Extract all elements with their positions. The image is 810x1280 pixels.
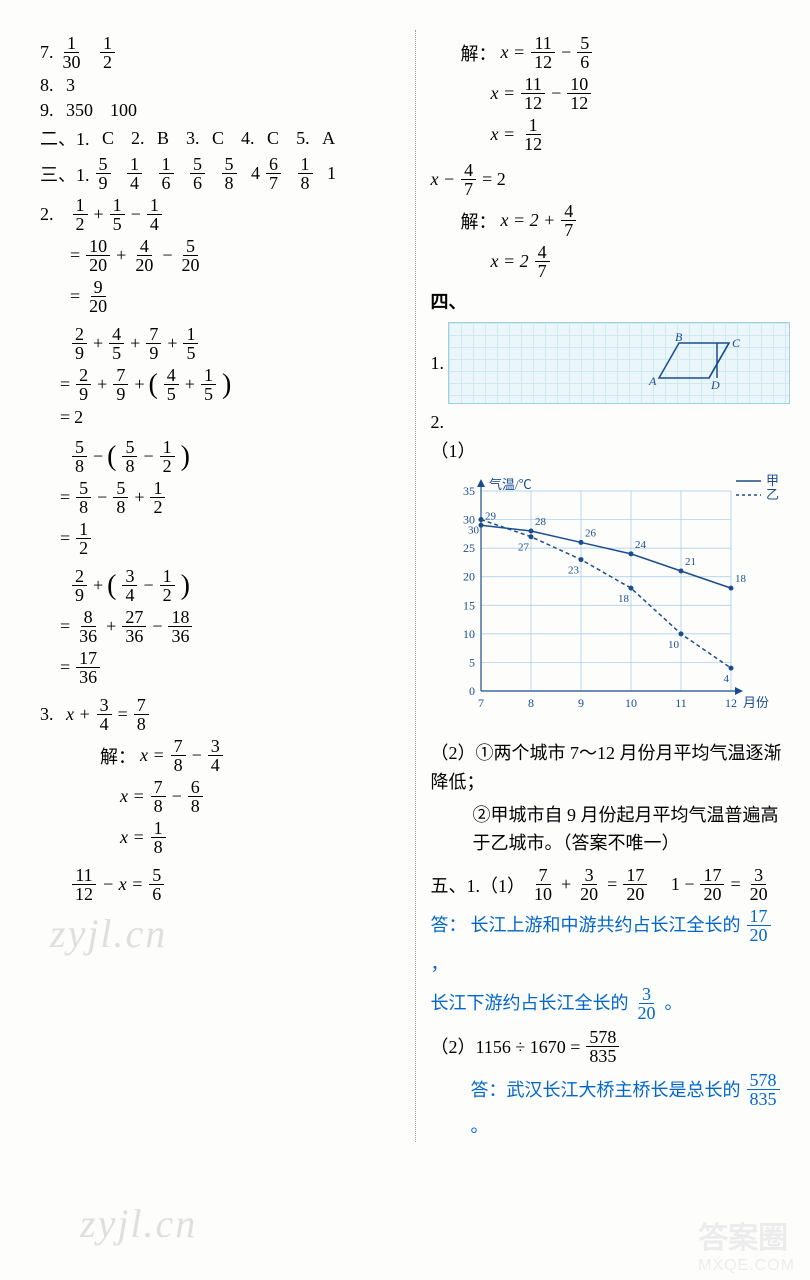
s5-2: （2）1156 ÷ 1670 = 578835 [431,1028,791,1065]
label: 7. [40,42,54,63]
svg-text:7: 7 [478,696,484,710]
svg-text:10: 10 [668,639,680,651]
p2b-step1: = 29 + 79 + ( 45 + 15 ) [60,366,400,403]
q4-2-1: （1） 05101520253035789101112气温/℃月份甲乙29282… [431,437,791,735]
section-5: 五、1.（1） 710 + 320 = 1720 1 − 1720 = 320 [431,866,791,903]
watermark-1: zyjl.cn [50,910,167,957]
p2d-step2: = 1736 [60,649,400,686]
q2-2b: ②甲城市自 9 月份起月平均气温普遍高于乙城市。（答案不唯一） [473,801,791,859]
svg-text:30: 30 [468,525,480,537]
svg-text:20: 20 [463,570,475,584]
problem-3: 3. x + 34 = 78 [40,696,400,733]
p2d: 29 + ( 34 − 12 ) [70,567,400,604]
q4-1: 1. A B C D [431,318,791,408]
svg-text:24: 24 [635,539,647,551]
svg-text:29: 29 [485,510,497,522]
p2c-step2: = 12 [60,520,400,557]
svg-text:4: 4 [723,673,729,685]
svg-text:18: 18 [735,573,747,585]
label-B: B [675,330,683,344]
svg-text:气温/℃: 气温/℃ [489,477,532,492]
label-C: C [732,336,741,350]
s5-2ans: 答：武汉长江大桥主桥长是总长的 578835 。 [471,1071,791,1138]
right-column: 解： x = 1112 − 56 x = 1112 − 1012 x = 112… [431,30,791,1142]
p2b-step2: =2 [60,407,400,428]
p2a-step2: = 920 [70,278,400,315]
svg-text:28: 28 [535,516,547,528]
item-8: 8. 3 [40,75,400,96]
watermark-2: zyjl.cn [80,1200,197,1247]
p2b: 29 + 45 + 79 + 15 [70,325,400,362]
svg-text:23: 23 [568,565,580,577]
svg-text:月份: 月份 [743,695,769,710]
label-A: A [648,374,657,388]
p3-sol: 解： x = 78 − 34 [100,737,400,774]
r2-b: x = 2 47 [491,243,791,280]
svg-text:甲: 甲 [766,473,779,488]
svg-text:12: 12 [725,696,737,710]
q2-2a: （2）①两个城市 7～12 月份月平均气温逐渐降低； [431,739,791,797]
svg-text:10: 10 [463,627,475,641]
label-D: D [710,378,720,392]
p3-a2: x = 78 − 68 [120,778,400,815]
svg-text:18: 18 [618,593,630,605]
p3-a3: x = 18 [120,819,400,856]
svg-text:10: 10 [625,696,637,710]
column-divider [415,30,416,1142]
svg-text:乙: 乙 [766,487,779,502]
section-3-1: 三、1. 59 14 16 56 58 467 18 1 [40,155,400,192]
svg-text:26: 26 [585,527,597,539]
item-7: 7. 130 12 [40,34,400,71]
footer-watermark: 答案圈 MXQE.COM [698,1213,795,1275]
parallelogram-shape: A B C D [449,323,789,403]
svg-text:35: 35 [463,484,475,498]
r2-sol: 解： x = 2 + 47 [461,202,791,239]
svg-text:5: 5 [469,655,475,669]
svg-text:21: 21 [685,556,696,568]
svg-text:15: 15 [463,598,475,612]
p2a-step1: = 1020 + 420 − 520 [70,237,400,274]
svg-text:25: 25 [463,541,475,555]
q4-2: 2. [431,412,791,433]
s5-ans2: 长江下游约占长江全长的 320 。 [431,985,791,1022]
geometry-grid: A B C D [448,322,790,404]
section-4: 四、 [431,288,791,314]
p2d-step1: = 836 + 2736 − 1836 [60,608,400,645]
item-9: 9. 350 100 [40,100,400,121]
svg-text:27: 27 [518,542,530,554]
svg-text:8: 8 [528,696,534,710]
section-2: 二、1. C 2. B 3. C 4. C 5. A [40,125,400,151]
temperature-chart: 0 5 10 15 20 25 30 35 7 8 9 10 11 12 气温/℃ 月份 甲乙 29 28 26 24 2… [431,471,781,731]
r1-sol: 解： x = 1112 − 56 [461,34,791,71]
r1-c: x = 112 [491,116,791,153]
s5-ans1: 答： 长江上游和中游共约占长江全长的 1720 ， [431,907,791,980]
p2c-step1: = 58 − 58 + 12 [60,479,400,516]
p3-b: 1112 − x = 56 [70,866,400,903]
problem-2: 2. 12 + 15 − 14 [40,196,400,233]
p2c: 58 − ( 58 − 12 ) [70,438,400,475]
svg-text:0: 0 [469,684,475,698]
svg-text:9: 9 [578,696,584,710]
r1-b: x = 1112 − 1012 [491,75,791,112]
svg-text:11: 11 [675,696,687,710]
left-column: 7. 130 12 8. 3 9. 350 100 二、1. C 2. B 3.… [40,30,400,1142]
r2-eq: x − 47 = 2 [431,161,791,198]
